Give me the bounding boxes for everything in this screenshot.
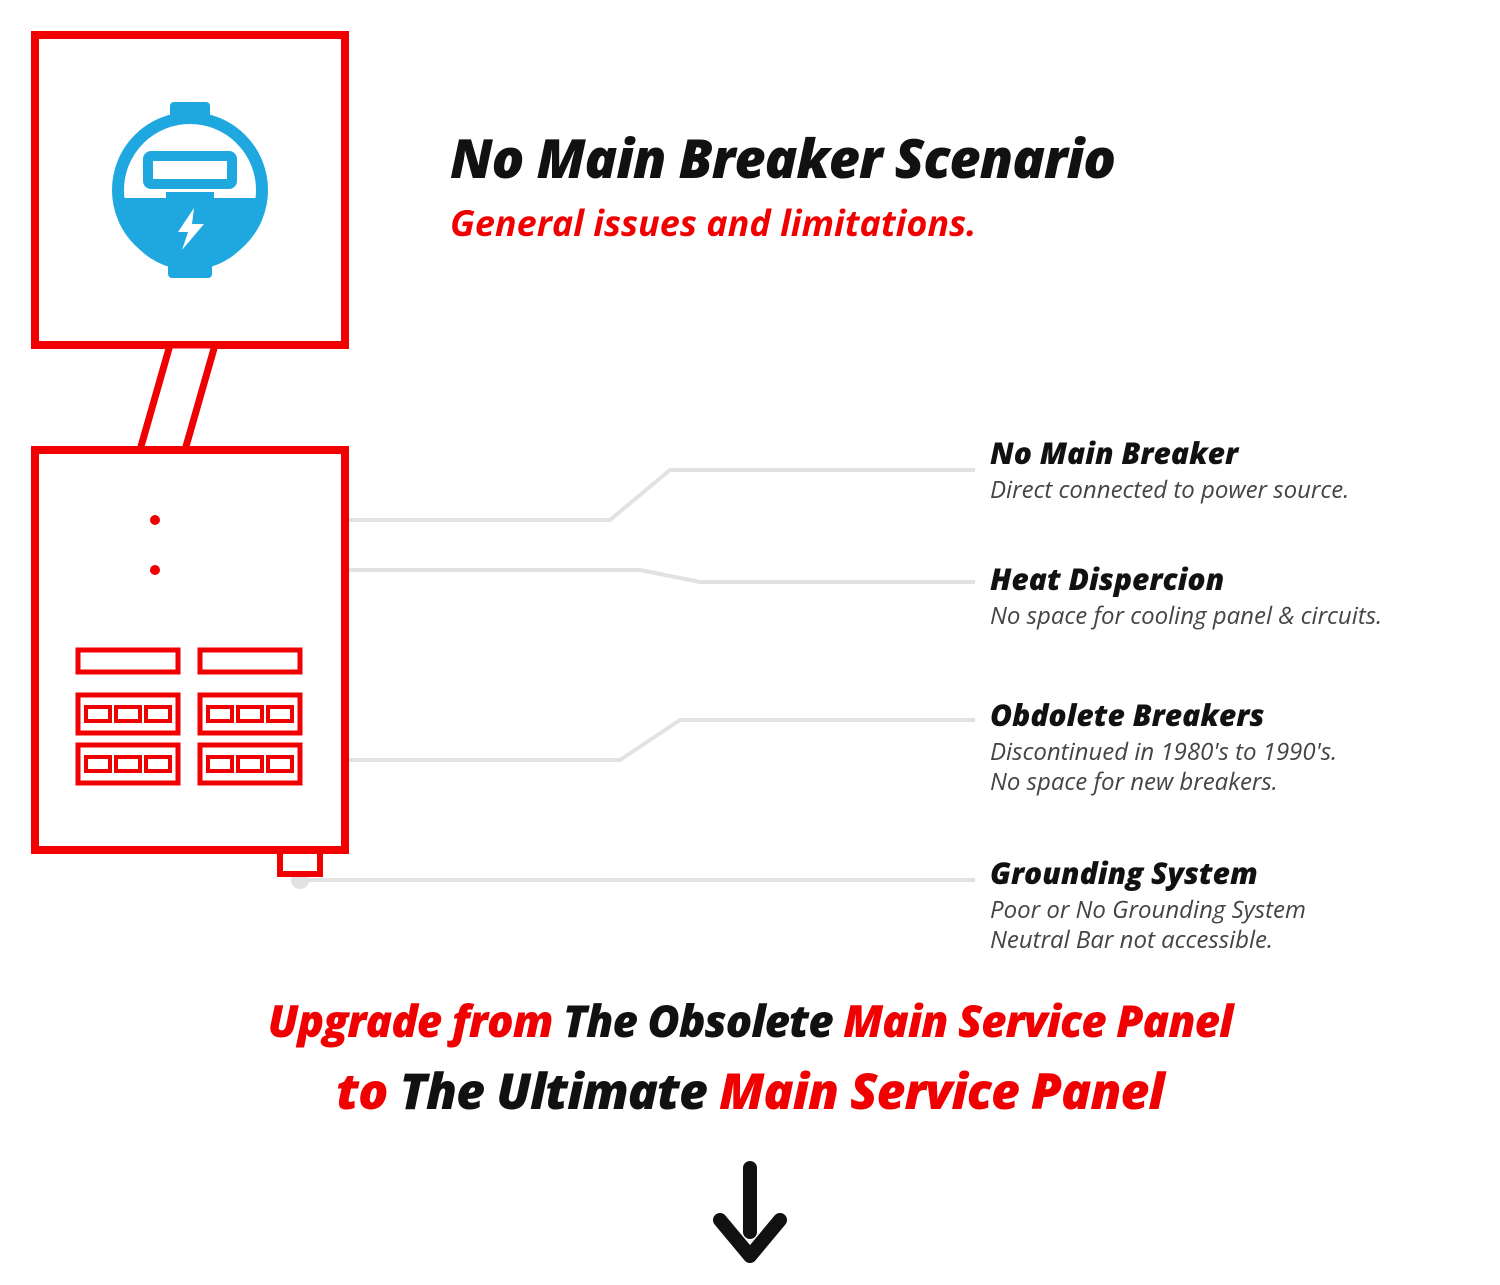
- upgrade-line-2: to The Ultimate Main Service Panel: [0, 1056, 1500, 1124]
- callout-grounding: Grounding SystemPoor or No Grounding Sys…: [990, 852, 1470, 955]
- upgrade-block: Upgrade from The Obsolete Main Service P…: [0, 990, 1500, 1124]
- callout-title: No Main Breaker: [990, 432, 1470, 473]
- title-sub: General issues and limitations.: [450, 198, 1115, 247]
- callout-desc: Poor or No Grounding SystemNeutral Bar n…: [990, 895, 1470, 955]
- callout-heat: Heat DispercionNo space for cooling pane…: [990, 558, 1470, 631]
- title-block: No Main Breaker Scenario General issues …: [450, 120, 1115, 247]
- callout-desc: Discontinued in 1980's to 1990's.No spac…: [990, 737, 1470, 797]
- callout-desc: No space for cooling panel & circuits.: [990, 601, 1470, 631]
- callout-title: Grounding System: [990, 852, 1470, 893]
- callout-desc: Direct connected to power source.: [990, 475, 1470, 505]
- arrow-down-icon: [700, 1160, 800, 1270]
- title-main: No Main Breaker Scenario: [450, 120, 1115, 194]
- callout-no-main: No Main BreakerDirect connected to power…: [990, 432, 1470, 505]
- callout-title: Heat Dispercion: [990, 558, 1470, 599]
- callout-obsolete: Obdolete BreakersDiscontinued in 1980's …: [990, 694, 1470, 797]
- callout-title: Obdolete Breakers: [990, 694, 1470, 735]
- upgrade-line-1: Upgrade from The Obsolete Main Service P…: [0, 990, 1500, 1050]
- infographic-canvas: No Main Breaker Scenario General issues …: [0, 0, 1500, 1285]
